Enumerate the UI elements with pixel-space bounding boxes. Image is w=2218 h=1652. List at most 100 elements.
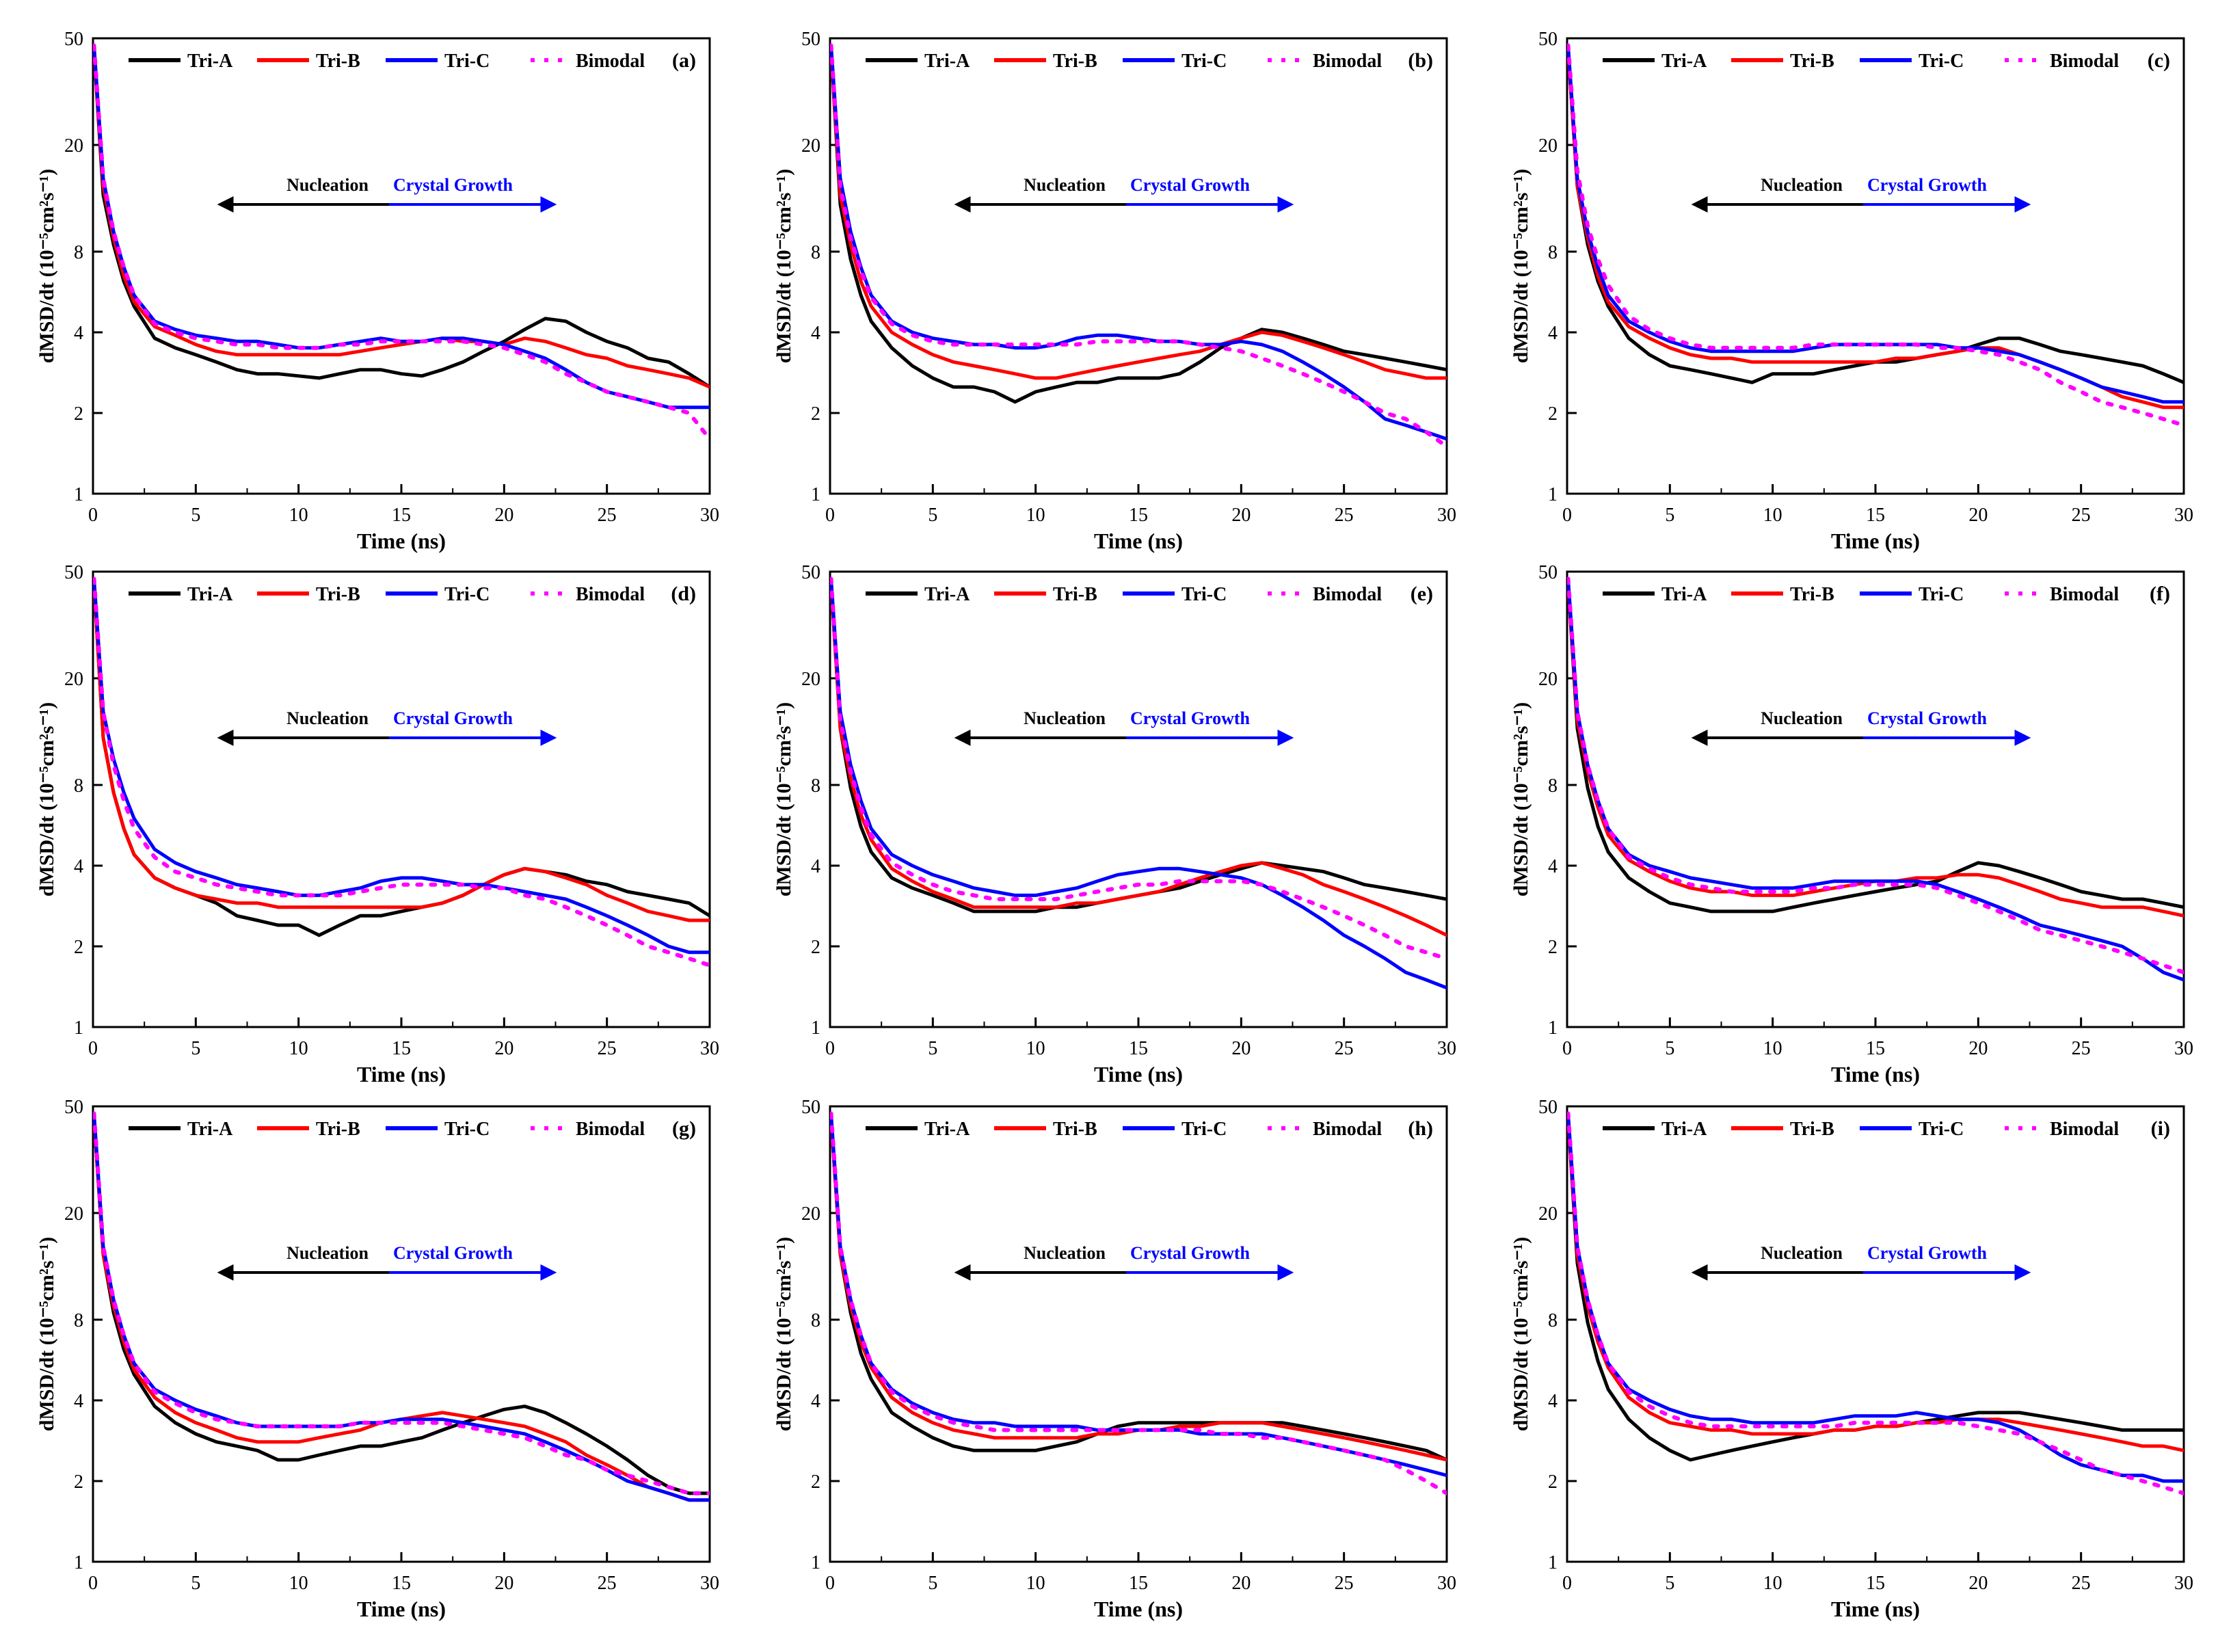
panel-label: (e) xyxy=(1411,583,1433,605)
series-line-tri-c xyxy=(830,44,1447,441)
panel-label: (h) xyxy=(1408,1117,1433,1140)
axes-frame xyxy=(1566,37,2185,495)
x-tick-label: 15 xyxy=(392,1038,411,1059)
y-tick-label: 2 xyxy=(1548,403,1558,425)
series-group xyxy=(1567,43,2184,427)
y-tick-label: 1 xyxy=(1548,1017,1558,1039)
y-tick-label: 8 xyxy=(811,775,820,797)
x-tick-label: 5 xyxy=(191,505,200,526)
crystal-growth-label: Crystal Growth xyxy=(1130,1243,1251,1263)
panel-d: 0 5 10 15 20 25 30 1 2 4 8 20 50 Time (ns) dMSD/dt (10… xyxy=(36,562,719,1087)
y-tick-label: 4 xyxy=(1548,856,1558,877)
panel-label: (b) xyxy=(1408,49,1433,72)
series-group xyxy=(93,576,710,968)
y-tick-label: 50 xyxy=(801,1097,820,1118)
y-tick-label: 8 xyxy=(1548,1310,1558,1331)
legend-label: Bimodal xyxy=(576,584,645,605)
legend-label: Tri-C xyxy=(1181,51,1227,72)
legend-label: Tri-C xyxy=(1919,1119,1964,1140)
legend-label: Tri-A xyxy=(1661,1119,1707,1140)
legend-label: Tri-A xyxy=(924,1119,970,1140)
x-axis-title: Time (ns) xyxy=(1094,1597,1183,1621)
panel-i: 0 5 10 15 20 25 30 1 2 4 8 20 50 Time (ns) dMSD/dt (10… xyxy=(1510,1097,2193,1621)
panel-label: (c) xyxy=(2148,49,2170,72)
series-line-bimodal xyxy=(93,43,710,441)
y-tick-label: 4 xyxy=(811,856,820,877)
x-tick-label: 30 xyxy=(2174,1038,2193,1059)
y-tick-label: 4 xyxy=(74,1391,83,1412)
x-tick-label: 15 xyxy=(1866,1573,1885,1594)
legend-label: Tri-C xyxy=(444,584,490,605)
y-tick-label: 8 xyxy=(1548,775,1558,797)
legend-label: Bimodal xyxy=(2050,584,2119,605)
panel-label: (f) xyxy=(2150,583,2170,605)
x-tick-label: 25 xyxy=(2072,1573,2091,1594)
x-tick-label: 25 xyxy=(598,1573,617,1594)
x-tick-label: 10 xyxy=(1026,505,1045,526)
x-tick-label: 20 xyxy=(1968,505,1988,526)
x-tick-label: 15 xyxy=(392,505,411,526)
x-tick-label: 30 xyxy=(1437,505,1456,526)
y-tick-label: 50 xyxy=(1538,29,1558,50)
x-axis-title: Time (ns) xyxy=(1831,529,1920,553)
panel-g: 0 5 10 15 20 25 30 1 2 4 8 20 50 Time (ns) dMSD/dt (10… xyxy=(36,1097,719,1621)
x-tick-label: 0 xyxy=(88,1038,98,1059)
legend-label: Tri-A xyxy=(187,51,233,72)
y-tick-label: 50 xyxy=(1538,1097,1558,1118)
x-tick-label: 0 xyxy=(1562,1573,1572,1594)
y-tick-label: 50 xyxy=(64,1097,83,1118)
nucleation-label: Nucleation xyxy=(1024,708,1106,728)
legend-label: Tri-A xyxy=(187,1119,233,1140)
legend-label: Tri-B xyxy=(316,1119,360,1140)
series-line-tri-c xyxy=(93,44,710,410)
series-line-tri-a xyxy=(93,49,710,389)
x-tick-label: 0 xyxy=(1562,505,1572,526)
y-tick-label: 4 xyxy=(74,323,83,344)
y-tick-label: 4 xyxy=(811,1391,820,1412)
y-tick-label: 1 xyxy=(1548,484,1558,505)
x-tick-label: 0 xyxy=(88,505,98,526)
series-group xyxy=(1567,1111,2184,1495)
x-tick-label: 10 xyxy=(1026,1038,1045,1059)
x-tick-label: 25 xyxy=(598,1038,617,1059)
nucleation-label: Nucleation xyxy=(1024,1243,1106,1263)
axes-frame xyxy=(92,570,711,1028)
y-tick-label: 1 xyxy=(74,1552,83,1573)
series-line-tri-c xyxy=(830,577,1447,990)
y-tick-label: 50 xyxy=(801,562,820,583)
y-tick-label: 4 xyxy=(1548,1391,1558,1412)
crystal-growth-label: Crystal Growth xyxy=(393,175,513,195)
legend-label: Bimodal xyxy=(1313,51,1382,72)
series-line-tri-b xyxy=(830,582,1447,937)
panel-h: 0 5 10 15 20 25 30 1 2 4 8 20 50 Time (ns) dMSD/dt (10… xyxy=(773,1097,1456,1621)
y-tick-label: 4 xyxy=(811,323,820,344)
series-line-bimodal xyxy=(93,576,710,968)
panel-c: 0 5 10 15 20 25 30 1 2 4 8 20 50 Time (ns) dMSD/dt (10… xyxy=(1510,29,2193,553)
axes-frame xyxy=(829,1105,1448,1563)
crystal-growth-label: Crystal Growth xyxy=(1867,175,1988,195)
y-tick-label: 20 xyxy=(801,1203,820,1225)
x-tick-label: 30 xyxy=(700,505,719,526)
nucleation-label: Nucleation xyxy=(1761,708,1843,728)
series-group xyxy=(830,43,1447,449)
series-line-tri-c xyxy=(1567,1112,2184,1483)
y-tick-label: 2 xyxy=(1548,1471,1558,1493)
panel-label: (d) xyxy=(671,583,696,605)
panel-label: (g) xyxy=(672,1117,696,1140)
y-axis-title: dMSD/dt (10⁻⁵cm²s⁻¹) xyxy=(773,169,795,363)
series-line-tri-a xyxy=(93,1117,710,1495)
series-line-tri-a xyxy=(830,49,1447,404)
x-tick-label: 5 xyxy=(191,1038,200,1059)
y-tick-label: 50 xyxy=(64,29,83,50)
series-line-bimodal xyxy=(93,1111,710,1495)
x-tick-label: 30 xyxy=(2174,505,2193,526)
series-line-tri-b xyxy=(93,49,710,389)
series-line-tri-b xyxy=(1567,582,2184,918)
x-tick-label: 10 xyxy=(289,1573,308,1594)
axes-frame xyxy=(1566,570,2185,1028)
series-line-bimodal xyxy=(830,576,1447,961)
series-line-tri-a xyxy=(1567,49,2184,384)
x-tick-label: 10 xyxy=(289,1038,308,1059)
series-line-bimodal xyxy=(1567,1111,2184,1495)
